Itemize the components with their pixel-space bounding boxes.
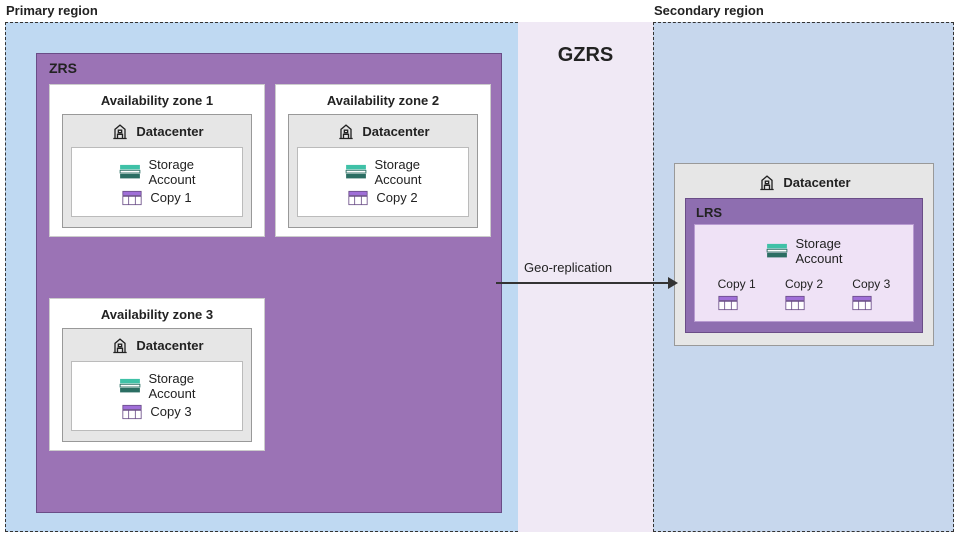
copy-icon [348,190,368,206]
az1-copy-label: Copy 1 [150,190,191,205]
geo-replication-label: Geo-replication [524,260,612,275]
secondary-copy-3: Copy 3 [852,277,890,311]
datacenter-icon [757,172,777,192]
secondary-datacenter: Datacenter LRS StorageAccount Copy 1 Cop… [674,163,934,346]
geo-replication-arrow [496,282,676,284]
primary-region-label: Primary region [6,3,98,18]
datacenter-icon [336,121,356,141]
az3-title: Availability zone 3 [56,307,258,322]
datacenter-icon [110,121,130,141]
az1-inner: StorageAccount Copy 1 [71,147,243,217]
lrs-inner: StorageAccount Copy 1 Copy 2 Copy 3 [694,224,914,322]
zrs-container: ZRS Availability zone 1 Datacenter Stora… [36,53,502,513]
az2-storage-label: StorageAccount [375,158,422,188]
storage-account-icon [119,164,141,182]
lrs-label: LRS [696,205,914,220]
datacenter-icon [110,335,130,355]
availability-zone-1: Availability zone 1 Datacenter StorageAc… [49,84,265,237]
secondary-copy1-label: Copy 1 [718,277,756,291]
gzrs-label: GZRS [558,44,614,67]
storage-account-icon [766,243,788,261]
az3-dc-label: Datacenter [136,338,203,353]
secondary-storage-label: StorageAccount [796,237,843,267]
copy-icon [122,190,142,206]
az1-title: Availability zone 1 [56,93,258,108]
gzrs-column: GZRS [518,22,653,532]
az2-inner: StorageAccount Copy 2 [297,147,469,217]
zrs-label: ZRS [49,60,77,76]
copy-icon [718,295,738,311]
availability-zone-2: Availability zone 2 Datacenter StorageAc… [275,84,491,237]
az1-datacenter: Datacenter StorageAccount Copy 1 [62,114,252,228]
secondary-copy2-label: Copy 2 [785,277,823,291]
secondary-region-label: Secondary region [654,3,764,18]
az1-storage-label: StorageAccount [149,158,196,188]
storage-account-icon [119,378,141,396]
storage-account-icon [345,164,367,182]
secondary-copies: Copy 1 Copy 2 Copy 3 [703,277,905,311]
az3-copy-label: Copy 3 [150,404,191,419]
az2-copy-label: Copy 2 [376,190,417,205]
copy-icon [785,295,805,311]
secondary-copy-2: Copy 2 [785,277,823,311]
az3-storage-label: StorageAccount [149,372,196,402]
az2-dc-label: Datacenter [362,124,429,139]
secondary-dc-label: Datacenter [783,175,850,190]
az3-datacenter: Datacenter StorageAccount Copy 3 [62,328,252,442]
secondary-copy-1: Copy 1 [718,277,756,311]
availability-zone-3: Availability zone 3 Datacenter StorageAc… [49,298,265,451]
copy-icon [122,404,142,420]
secondary-copy3-label: Copy 3 [852,277,890,291]
az2-title: Availability zone 2 [282,93,484,108]
az3-inner: StorageAccount Copy 3 [71,361,243,431]
copy-icon [852,295,872,311]
az2-datacenter: Datacenter StorageAccount Copy 2 [288,114,478,228]
lrs-container: LRS StorageAccount Copy 1 Copy 2 [685,198,923,333]
secondary-region: Secondary region Datacenter LRS StorageA… [653,22,954,532]
az1-dc-label: Datacenter [136,124,203,139]
